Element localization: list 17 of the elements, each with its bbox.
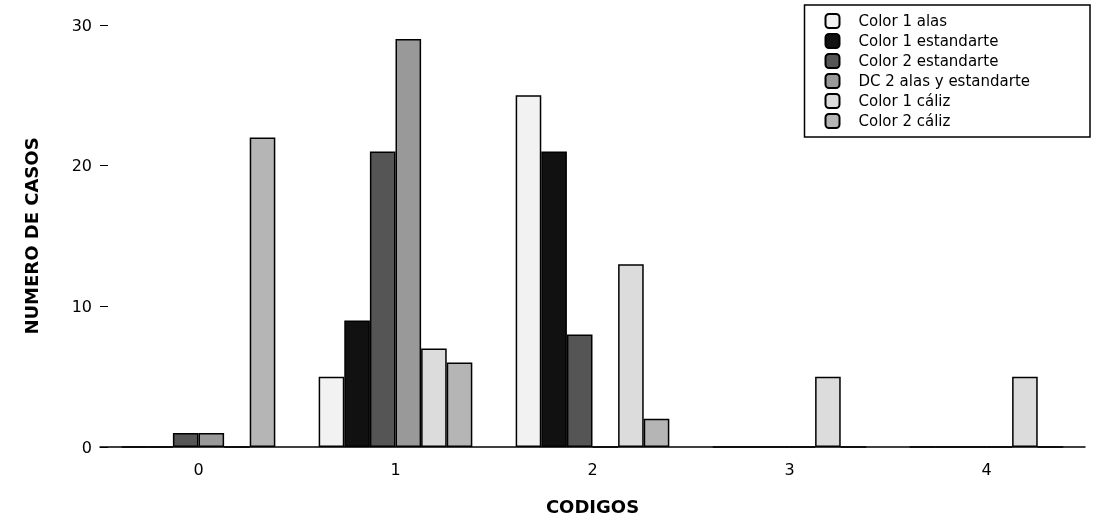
x-tick-label: 0 xyxy=(193,459,204,479)
legend-label: DC 2 alas y estandarte xyxy=(858,72,1030,90)
x-tick-label: 1 xyxy=(390,459,401,479)
y-tick-label: 20 xyxy=(71,156,92,176)
x-tick-label: 4 xyxy=(981,459,992,479)
x-tick-label: 2 xyxy=(587,459,598,479)
y-tick-label: 10 xyxy=(71,296,92,316)
legend-label: Color 1 alas xyxy=(858,12,948,30)
legend-label: Color 2 estandarte xyxy=(858,52,999,70)
legend-label: Color 1 estandarte xyxy=(858,32,999,50)
x-tick-label: 3 xyxy=(784,459,795,479)
x-axis-title: CODIGOS xyxy=(545,495,640,517)
legend-label: Color 2 cáliz xyxy=(858,112,951,130)
y-axis-title: NUMERO DE CASOS xyxy=(20,137,42,335)
legend-label: Color 1 cáliz xyxy=(858,92,951,110)
y-tick-label: 30 xyxy=(71,15,92,35)
y-tick-label: 0 xyxy=(81,437,92,457)
